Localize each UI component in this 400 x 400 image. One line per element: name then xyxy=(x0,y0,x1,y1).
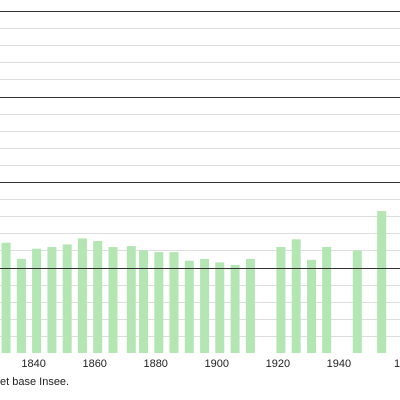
x-tick-label: 1840 xyxy=(21,358,45,370)
x-tick-label: 1900 xyxy=(205,358,229,370)
bar xyxy=(200,258,210,353)
minor-gridlines xyxy=(0,28,400,337)
bar xyxy=(154,252,164,353)
x-tick-labels: 1840 1860 1880 1900 1920 1940 1 xyxy=(21,358,400,370)
bar xyxy=(139,250,148,353)
bar xyxy=(377,211,387,353)
bar xyxy=(16,258,26,353)
bar xyxy=(352,250,362,353)
bar xyxy=(126,246,136,353)
bar xyxy=(32,248,42,353)
bar xyxy=(322,247,332,353)
bars-group xyxy=(1,211,387,353)
x-tick-label: 1940 xyxy=(327,358,351,370)
bar xyxy=(276,247,286,353)
x-tick-label: 1920 xyxy=(266,358,290,370)
bar xyxy=(93,241,103,353)
bar xyxy=(307,259,316,353)
bar xyxy=(77,238,87,353)
bar xyxy=(215,262,225,353)
source-note: et base Insee. xyxy=(0,376,70,388)
bar xyxy=(62,244,72,353)
bar xyxy=(291,239,301,353)
bar xyxy=(47,247,57,353)
bar xyxy=(245,258,255,353)
bar xyxy=(108,247,118,353)
bar xyxy=(169,252,179,353)
x-tick-label: 1880 xyxy=(143,358,167,370)
x-tick-label: 1860 xyxy=(82,358,106,370)
bar xyxy=(184,260,194,353)
major-gridlines xyxy=(0,11,400,269)
bar xyxy=(1,242,11,353)
bar xyxy=(230,264,240,353)
x-tick-label-cut: 1 xyxy=(394,358,400,370)
